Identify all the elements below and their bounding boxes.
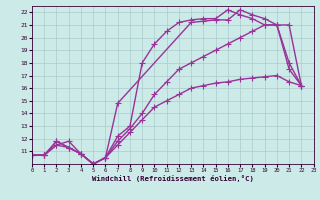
X-axis label: Windchill (Refroidissement éolien,°C): Windchill (Refroidissement éolien,°C) — [92, 175, 254, 182]
